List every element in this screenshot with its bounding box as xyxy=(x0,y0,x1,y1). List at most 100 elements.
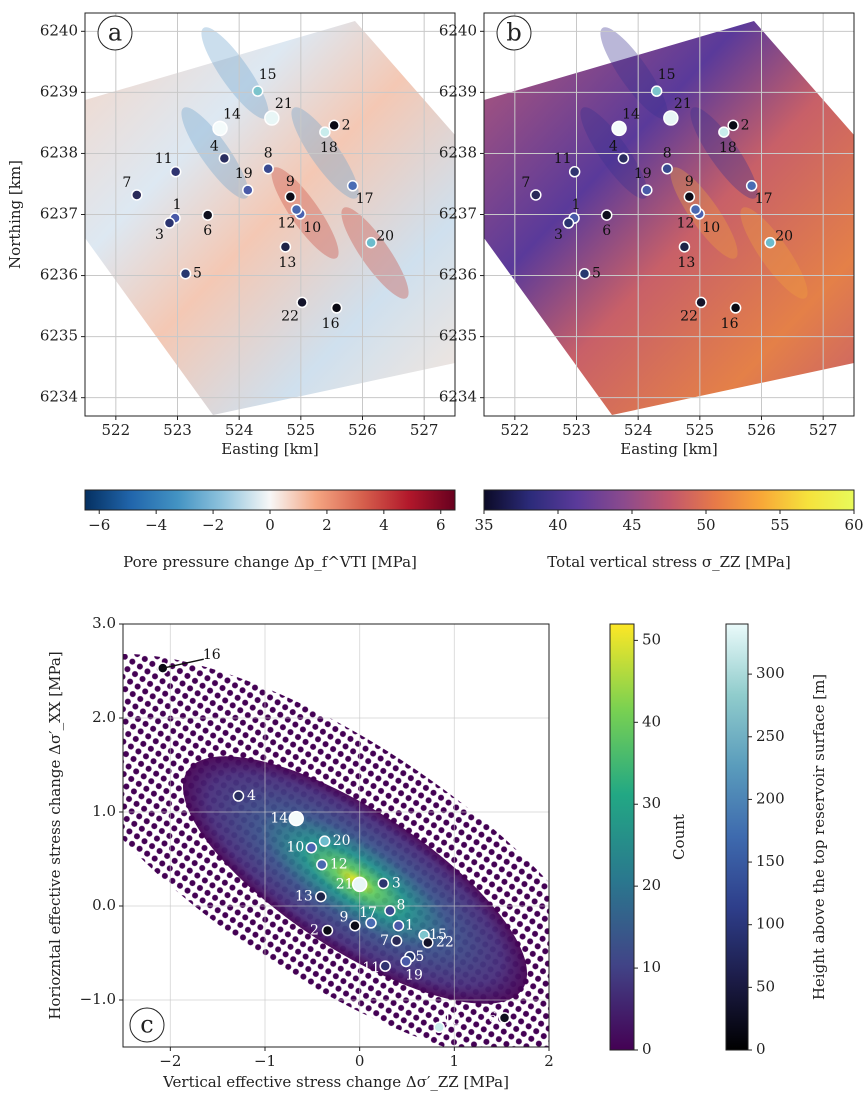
well-label: 7 xyxy=(122,175,131,191)
colorbar-tick-label: 50 xyxy=(696,516,715,534)
colorbar-tick-label: 0 xyxy=(642,1040,652,1058)
well-label: 16 xyxy=(322,316,340,332)
well-label: 17 xyxy=(359,905,377,921)
y-tick-label: 3.0 xyxy=(92,614,116,632)
x-tick-label: 523 xyxy=(562,421,591,439)
well-label: 10 xyxy=(702,220,720,236)
well-marker xyxy=(279,241,292,253)
well-label: 17 xyxy=(356,191,374,207)
colorbar xyxy=(609,623,635,1051)
well-label: 12 xyxy=(330,857,348,873)
y-tick-label: 6234 xyxy=(439,388,477,406)
well-label: 13 xyxy=(279,255,297,271)
well-marker xyxy=(296,296,308,309)
well-marker xyxy=(562,217,575,229)
well-label: 8 xyxy=(396,898,405,914)
colorbar-tick-label: 2 xyxy=(322,516,332,534)
panel-label-badge xyxy=(129,1007,165,1043)
well-marker xyxy=(351,876,368,893)
y-tick-label: 6236 xyxy=(439,266,477,284)
colorbar-tick-label: 55 xyxy=(770,516,789,534)
well-marker xyxy=(727,119,739,132)
y-tick-label: 6236 xyxy=(40,266,78,284)
y-tick-label: 6240 xyxy=(40,21,78,39)
panel-label: a xyxy=(108,19,122,47)
y-tick-label: 6235 xyxy=(40,327,78,345)
y-tick-label: 6235 xyxy=(439,327,477,345)
well-label: 3 xyxy=(392,875,401,891)
x-tick-label: 0 xyxy=(355,1052,365,1070)
colorbar-tick-label: 6 xyxy=(436,516,446,534)
well-marker xyxy=(379,960,391,972)
well-label: 12 xyxy=(278,216,296,232)
well-label: 13 xyxy=(678,255,696,271)
colorbar xyxy=(725,623,749,1051)
colorbar-tick-label: 50 xyxy=(756,977,775,995)
well-label: 19 xyxy=(405,967,423,983)
well-marker xyxy=(422,936,434,949)
well-marker xyxy=(663,110,679,126)
well-label: 22 xyxy=(281,308,299,324)
colorbar-label: Height above the top reservoir surface [… xyxy=(810,674,828,1000)
well-label: 18 xyxy=(320,140,338,156)
x-tick-label: 2 xyxy=(544,1052,554,1070)
panel-label-badge xyxy=(496,15,532,51)
y-axis-label: Horiozntal effective stress change Δσ′_X… xyxy=(46,651,64,1019)
colorbar-tick-label: 100 xyxy=(756,915,785,933)
well-label: 19 xyxy=(634,166,652,182)
well-label: 2 xyxy=(310,922,319,938)
well-label: 20 xyxy=(775,229,793,245)
colorbar-label: Total vertical stress σ_ZZ [MPa] xyxy=(547,553,790,571)
x-tick-label: 525 xyxy=(686,421,715,439)
y-tick-label: 6240 xyxy=(439,21,477,39)
well-label: 20 xyxy=(376,229,394,245)
well-label: 12 xyxy=(677,216,695,232)
well-marker xyxy=(163,217,176,229)
well-label: 14 xyxy=(270,811,288,827)
colorbar-tick-label: −4 xyxy=(145,516,167,534)
y-tick-label: 6239 xyxy=(40,82,78,100)
well-label: 5 xyxy=(193,266,202,282)
x-tick-label: 527 xyxy=(410,421,439,439)
panel-label: b xyxy=(506,19,521,47)
well-label: 9 xyxy=(685,174,694,190)
well-marker xyxy=(346,180,359,192)
y-axis-label: Northing [km] xyxy=(6,160,24,269)
well-label: 9 xyxy=(339,910,348,926)
well-marker xyxy=(433,1021,445,1034)
well-marker xyxy=(290,203,303,216)
well-marker xyxy=(251,85,264,97)
colorbar-tick-label: 150 xyxy=(756,852,785,870)
well-label: 8 xyxy=(663,146,672,162)
panel-label: c xyxy=(140,1011,153,1039)
well-label: 16 xyxy=(203,647,221,663)
well-marker xyxy=(179,267,192,280)
y-tick-label: 6238 xyxy=(439,143,477,161)
x-tick-label: 1 xyxy=(450,1052,460,1070)
field-feature xyxy=(201,27,269,119)
well-marker xyxy=(201,209,214,221)
axes-frame xyxy=(483,12,855,417)
well-marker xyxy=(617,152,630,165)
y-tick-label: 6234 xyxy=(40,388,78,406)
well-label: 20 xyxy=(333,833,351,849)
field-feature xyxy=(600,27,668,119)
well-label: 5 xyxy=(592,266,601,282)
x-tick-label: −1 xyxy=(254,1052,276,1070)
y-tick-label: 6237 xyxy=(439,205,477,223)
well-label: 7 xyxy=(521,175,530,191)
well-label: 15 xyxy=(429,927,447,943)
well-label: 14 xyxy=(622,106,640,122)
well-marker xyxy=(400,955,412,968)
well-marker xyxy=(392,919,405,932)
well-marker xyxy=(683,191,696,203)
x-tick-label: −2 xyxy=(159,1052,181,1070)
x-tick-label: 525 xyxy=(287,421,316,439)
colorbar-tick-label: 50 xyxy=(642,630,661,648)
colorbar-tick-label: 4 xyxy=(379,516,389,534)
axes-frame xyxy=(84,12,456,417)
well-label: 10 xyxy=(286,840,304,856)
well-label: 9 xyxy=(286,174,295,190)
